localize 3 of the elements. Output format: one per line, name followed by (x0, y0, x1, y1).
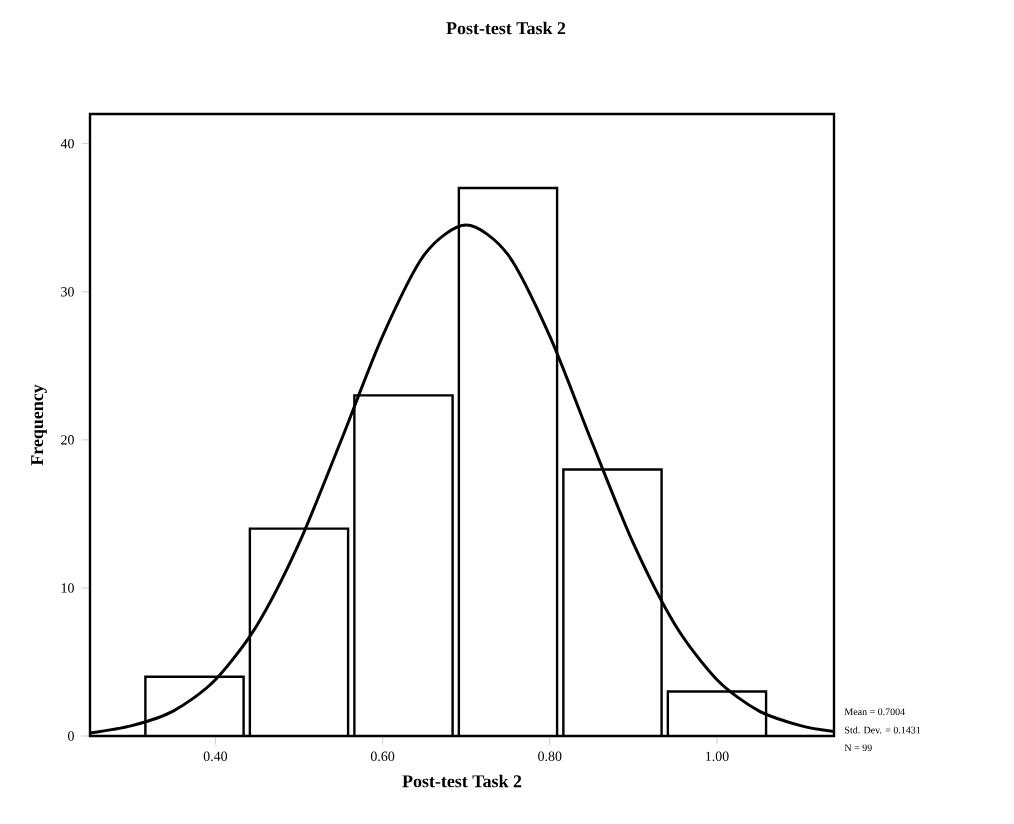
x-axis-title: Post-test Task 2 (402, 774, 522, 788)
chart-title: Post-test Task 2 (446, 21, 566, 35)
y-axis-title: Frequency (31, 384, 47, 466)
